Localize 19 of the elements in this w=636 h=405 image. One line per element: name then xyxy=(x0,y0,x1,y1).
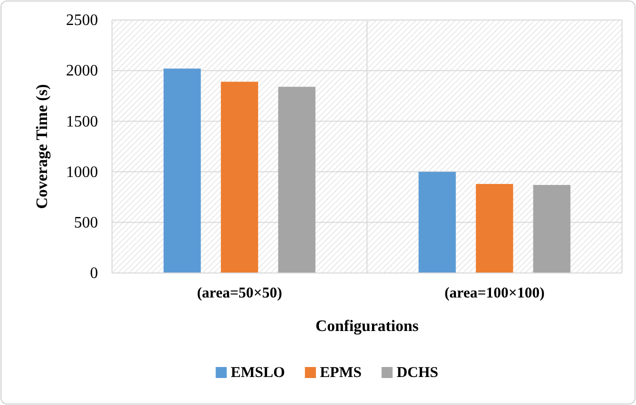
legend-label: DCHS xyxy=(396,365,438,381)
y-tick-label: 2000 xyxy=(66,62,98,80)
legend-label: EMSLO xyxy=(230,365,285,381)
bar xyxy=(476,184,514,273)
x-axis-title: Configurations xyxy=(315,318,419,335)
x-tick-label: (area=100×100) xyxy=(444,286,545,302)
x-tick-label: (area=50×50) xyxy=(196,286,282,302)
y-tick-label: 2500 xyxy=(66,12,98,30)
bar xyxy=(418,172,456,273)
bar xyxy=(278,86,316,273)
y-tick-label: 1500 xyxy=(66,113,98,130)
y-tick-label: 1000 xyxy=(66,164,98,181)
bar xyxy=(164,68,201,273)
y-axis-title: Coverage Time (s) xyxy=(34,84,51,209)
legend-label: EPMS xyxy=(320,365,362,381)
bar xyxy=(220,82,258,273)
y-tick-label: 500 xyxy=(74,214,98,232)
bar xyxy=(533,184,570,273)
y-tick-label: 0 xyxy=(90,265,98,282)
